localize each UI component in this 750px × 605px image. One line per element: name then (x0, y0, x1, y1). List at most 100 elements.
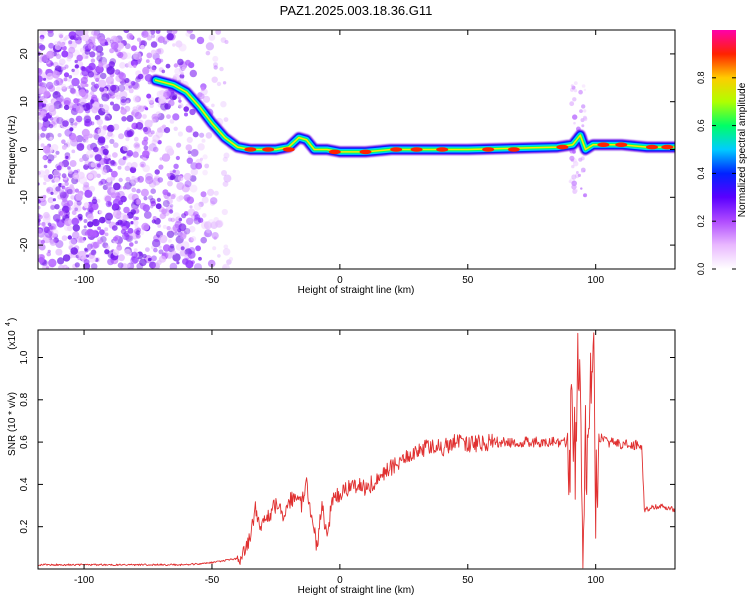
noise-point (51, 117, 60, 125)
noise-point (54, 91, 59, 96)
noise-point (110, 101, 114, 106)
noise-point (142, 253, 147, 259)
noise-point (143, 145, 149, 151)
noise-point (81, 128, 90, 137)
noise-point (64, 218, 73, 227)
noise-point (148, 63, 153, 68)
noise-point (47, 154, 55, 162)
noise-point (155, 111, 162, 117)
noise-point (134, 240, 138, 244)
noise-point (172, 74, 180, 81)
noise-point (173, 63, 179, 68)
colorbar-ticks: 0.0 0.2 0.4 0.6 0.8 (696, 72, 736, 275)
ridge-peak (436, 147, 449, 152)
noise-point (64, 265, 69, 269)
noise-point (176, 261, 180, 265)
noise-point (127, 227, 134, 234)
noise-point (41, 221, 46, 227)
noise-point (136, 37, 142, 42)
noise-point (46, 251, 51, 257)
noise-point (135, 199, 142, 205)
noise-point (130, 166, 137, 174)
noise-point (42, 194, 47, 199)
noise-point (201, 196, 209, 204)
noise-point (67, 78, 71, 82)
noise-point (90, 230, 97, 237)
noise-point (40, 83, 45, 88)
noise-point (115, 195, 121, 201)
noise-point (117, 243, 121, 248)
noise-point (83, 225, 87, 229)
noise-point (54, 116, 60, 123)
noise-point (57, 257, 65, 265)
noise-point (83, 164, 89, 170)
noise-point (71, 67, 80, 76)
noise-point (172, 169, 176, 173)
noise-point (133, 216, 137, 221)
noise-point (61, 173, 67, 179)
ridge-peak (507, 147, 520, 152)
noise-point (109, 58, 117, 65)
noise-point (184, 180, 192, 188)
noise-point (87, 206, 94, 213)
noise-point (84, 138, 89, 143)
noise-point (186, 217, 194, 225)
noise-point (92, 146, 99, 153)
noise-point (43, 211, 50, 219)
noise-point (87, 173, 94, 180)
noise-point (126, 162, 133, 168)
noise-point (216, 81, 222, 87)
snr-x-tick-label: 100 (587, 575, 604, 586)
noise-point (38, 111, 41, 116)
noise-point (105, 200, 113, 208)
noise-point (168, 217, 173, 222)
colorbar-tick-label: 0.6 (696, 119, 706, 132)
ridge-peak (282, 147, 295, 152)
noise-point (90, 90, 95, 96)
noise-point (158, 164, 164, 170)
noise-point (65, 155, 69, 160)
noise-point (68, 102, 75, 108)
noise-point (43, 113, 49, 120)
noise-point (40, 53, 49, 63)
noise-point (67, 186, 76, 195)
noise-point (168, 239, 172, 243)
noise-point (55, 218, 60, 223)
noise-point (202, 154, 208, 160)
noise-point (118, 254, 125, 262)
noise-point (55, 86, 61, 92)
spectrogram-y-tick-label: 10 (19, 96, 30, 108)
noise-point (197, 143, 205, 151)
noise-point (81, 33, 90, 42)
noise-point (139, 161, 146, 168)
noise-point (63, 77, 68, 82)
noise-point (222, 248, 231, 256)
noise-point (94, 83, 100, 89)
noise-point (187, 150, 192, 155)
noise-point (120, 108, 127, 115)
noise-point (178, 103, 184, 109)
noise-point (71, 68, 75, 73)
noise-point (177, 96, 181, 100)
noise-point (46, 72, 54, 80)
noise-point (107, 131, 113, 137)
noise-point (151, 118, 156, 124)
snr-plot-area (38, 330, 675, 569)
noise-point (101, 104, 110, 113)
noise-point (45, 81, 54, 90)
noise-point (572, 150, 576, 154)
noise-point (49, 234, 53, 238)
noise-point (117, 262, 124, 269)
noise-point (82, 103, 91, 111)
noise-point (66, 225, 73, 232)
noise-point (134, 209, 140, 214)
noise-point (112, 152, 118, 158)
noise-point (200, 236, 207, 244)
noise-point (211, 76, 218, 83)
noise-point (107, 124, 115, 133)
noise-point (70, 88, 77, 95)
noise-point (193, 202, 202, 211)
noise-point (47, 222, 52, 227)
noise-point (186, 30, 193, 34)
